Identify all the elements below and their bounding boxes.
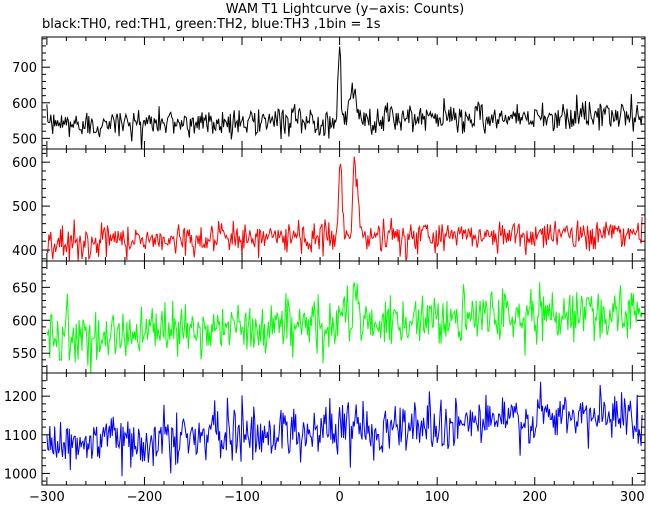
- y-tick-label: 1000: [4, 467, 37, 482]
- series-line-th0: [46, 46, 643, 149]
- x-axis: −300 −200 −100 0 100 200 300: [29, 490, 645, 505]
- x-tick-label: 100: [425, 490, 450, 505]
- x-tick-label: −200: [127, 490, 163, 505]
- y-tick-label: 700: [12, 61, 37, 76]
- series-line-th1: [46, 156, 643, 261]
- panel-frame: [41, 372, 646, 486]
- y-tick-label: 1100: [4, 429, 37, 444]
- x-tick-label: 200: [522, 490, 547, 505]
- chart-title: WAM T1 Lightcurve (y−axis: Counts): [226, 2, 464, 17]
- panel-th2: 550 600 650: [12, 260, 646, 374]
- y-tick-label: 650: [12, 281, 37, 296]
- panels-group: 500 600 700 400 500 600 550 600 650 1000 1100 1200: [4, 36, 646, 486]
- x-tick-label: −100: [224, 490, 260, 505]
- y-tick-label: 600: [12, 314, 37, 329]
- chart-subtitle: black:TH0, red:TH1, green:TH2, blue:TH3 …: [42, 17, 381, 32]
- panel-th1: 400 500 600: [12, 148, 646, 262]
- y-tick-label: 500: [12, 132, 37, 147]
- x-tick-label: −300: [29, 490, 65, 505]
- series-line-th3: [46, 381, 643, 477]
- y-tick-label: 1200: [4, 390, 37, 405]
- y-tick-label: 400: [12, 244, 37, 259]
- x-tick-label: 0: [335, 490, 343, 505]
- y-tick-label: 500: [12, 200, 37, 215]
- y-tick-label: 600: [12, 156, 37, 171]
- y-tick-label: 600: [12, 97, 37, 112]
- series-line-th2: [46, 282, 643, 373]
- panel-th3: 1000 1100 1200: [4, 372, 646, 486]
- y-tick-label: 550: [12, 347, 37, 362]
- x-tick-label: 300: [620, 490, 645, 505]
- panel-frame: [41, 260, 646, 374]
- panel-frame: [41, 148, 646, 262]
- panel-th0: 500 600 700: [12, 36, 646, 150]
